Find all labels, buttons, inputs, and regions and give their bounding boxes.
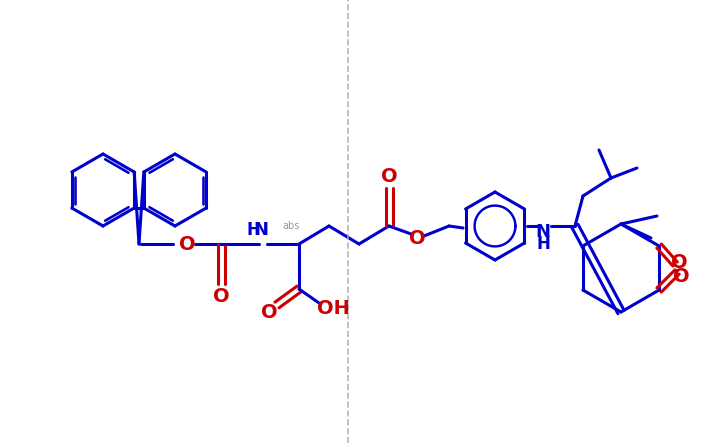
Text: O: O [673, 267, 689, 285]
Text: O: O [178, 234, 195, 253]
Text: O: O [213, 287, 229, 306]
Text: N: N [254, 221, 269, 239]
Text: O: O [381, 167, 398, 186]
Text: O: O [670, 253, 687, 272]
Text: abs: abs [282, 221, 300, 231]
Text: N: N [536, 223, 551, 241]
Text: H: H [536, 235, 550, 253]
Text: O: O [409, 229, 425, 248]
Text: H: H [246, 221, 260, 239]
Text: OH: OH [317, 299, 350, 319]
Text: O: O [261, 303, 277, 323]
